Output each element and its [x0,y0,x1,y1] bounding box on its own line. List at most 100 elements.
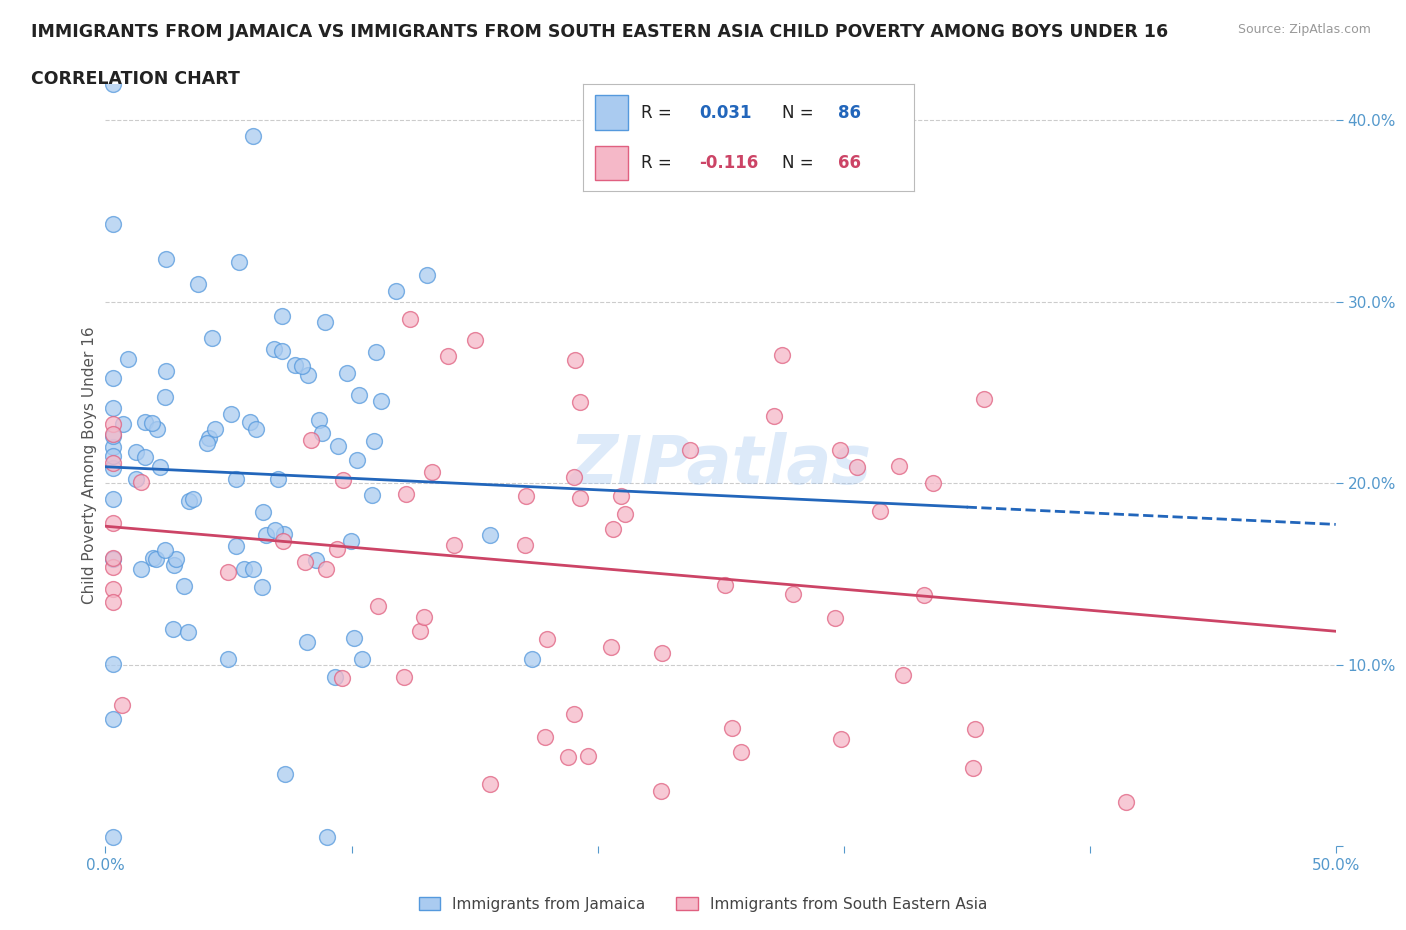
Point [177,494,200,509]
Point [217,651,239,666]
Point [394,670,416,684]
Point [297,367,319,382]
Point [294,554,316,569]
Text: 66: 66 [838,153,860,172]
Point [651,645,673,660]
Point [568,491,591,506]
Point [343,631,366,645]
Point [219,406,242,421]
Point [163,557,186,572]
Point [912,588,935,603]
Point [962,761,984,776]
Point [420,464,443,479]
Point [869,503,891,518]
Point [520,652,543,667]
Point [395,486,418,501]
Point [101,551,124,565]
Point [326,541,349,556]
Point [284,357,307,372]
Point [141,416,163,431]
Point [443,538,465,552]
Text: 86: 86 [838,103,860,122]
Point [824,610,846,625]
Point [323,670,346,684]
Point [479,527,502,542]
Point [295,634,318,649]
Point [830,732,852,747]
Point [291,359,314,374]
Text: IMMIGRANTS FROM JAMAICA VS IMMIGRANTS FROM SOUTH EASTERN ASIA CHILD POVERTY AMON: IMMIGRANTS FROM JAMAICA VS IMMIGRANTS FR… [31,23,1168,41]
Point [562,470,585,485]
Point [101,560,124,575]
Point [101,417,124,432]
FancyBboxPatch shape [595,146,628,180]
Text: N =: N = [782,153,818,172]
Text: R =: R = [641,153,678,172]
Legend: Immigrants from Jamaica, Immigrants from South Eastern Asia: Immigrants from Jamaica, Immigrants from… [413,891,993,918]
Point [239,415,262,430]
Point [101,440,124,455]
Point [254,527,277,542]
Point [562,707,585,722]
Point [242,128,264,143]
Point [273,526,295,541]
Point [250,579,273,594]
Point [762,408,785,423]
Point [101,76,124,91]
Point [713,578,735,592]
Point [173,578,195,593]
Point [409,623,432,638]
FancyBboxPatch shape [595,96,628,129]
Point [515,488,537,503]
Point [232,562,254,577]
Text: N =: N = [782,103,818,122]
Point [187,276,209,291]
Point [436,349,458,364]
Point [326,439,349,454]
Point [162,622,184,637]
Point [364,345,387,360]
Text: Source: ZipAtlas.com: Source: ZipAtlas.com [1237,23,1371,36]
Point [610,489,633,504]
Point [299,432,322,447]
Point [111,417,134,432]
Point [101,595,124,610]
Point [242,562,264,577]
Point [252,504,274,519]
Point [225,538,247,553]
Point [963,722,986,737]
Point [155,542,177,557]
Point [263,341,285,356]
Point [195,435,218,450]
Point [412,609,434,624]
Point [101,427,124,442]
Point [557,750,579,764]
Point [828,443,851,458]
Point [332,671,354,685]
Point [730,745,752,760]
Point [315,562,337,577]
Point [145,551,167,566]
Point [271,534,294,549]
Point [891,668,914,683]
Point [416,268,439,283]
Point [101,429,124,444]
Point [101,449,124,464]
Point [305,552,328,567]
Point [101,371,124,386]
Point [316,830,339,844]
Point [515,538,537,552]
Point [181,492,204,507]
Point [165,551,187,566]
Point [101,217,124,232]
Point [264,523,287,538]
Point [350,651,373,666]
Point [578,749,600,764]
Point [101,491,124,506]
Text: -0.116: -0.116 [699,153,758,172]
Point [134,450,156,465]
Point [142,551,165,565]
Point [217,565,239,579]
Point [146,422,169,437]
Point [225,472,247,486]
